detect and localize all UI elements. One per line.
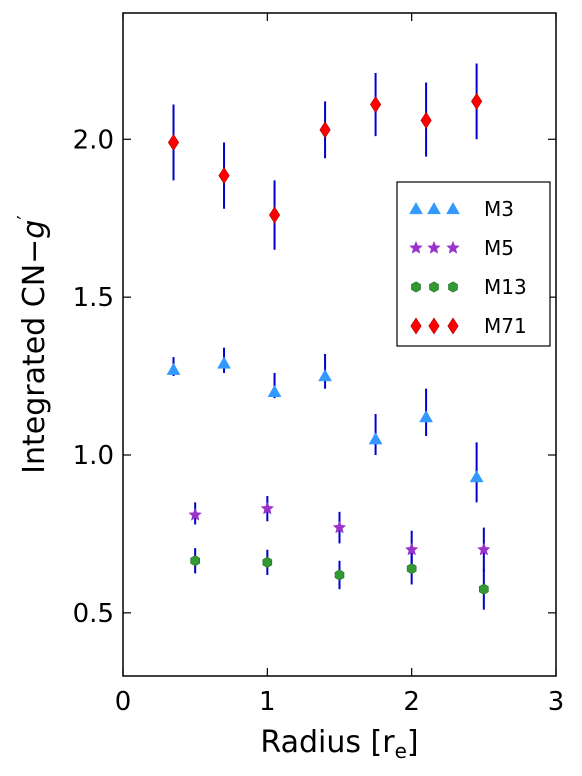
x-axis-label-subscript: e xyxy=(395,739,407,763)
data-point-m71 xyxy=(218,167,230,185)
legend-marker-m71 xyxy=(447,317,459,335)
data-point-m13 xyxy=(262,556,273,568)
legend-marker-m71 xyxy=(410,317,422,335)
legend-box xyxy=(396,181,551,347)
legend-marker-m5 xyxy=(427,240,441,254)
data-point-m3 xyxy=(267,384,282,397)
legend-marker-m71 xyxy=(428,317,440,335)
x-tick-label: 2 xyxy=(403,687,420,717)
legend-marker-m13 xyxy=(411,281,421,293)
ticks-layer: 0 1 2 3 0.5 1.0 1.5 2.0 xyxy=(73,13,565,717)
data-point-m5 xyxy=(188,507,202,521)
data-point-m13 xyxy=(190,555,200,567)
legend-label-m5: M5 xyxy=(484,236,514,260)
data-point-m3 xyxy=(469,470,484,483)
y-axis-label-main: Integrated CN− xyxy=(17,239,52,474)
data-point-m71 xyxy=(420,111,432,129)
x-axis-label-close: ] xyxy=(407,725,419,760)
legend-marker-m13 xyxy=(429,281,439,293)
x-tick-label: 3 xyxy=(548,687,565,717)
data-point-m5 xyxy=(260,501,275,515)
y-axis-label-variable: g xyxy=(17,220,52,239)
data-point-m3 xyxy=(318,369,332,382)
legend-marker-m5 xyxy=(446,240,460,254)
legend-marker-m13 xyxy=(448,281,458,293)
y-tick-label: 0.5 xyxy=(73,599,114,629)
data-point-m3 xyxy=(419,410,434,423)
plot-frame xyxy=(122,12,557,677)
data-point-m71 xyxy=(167,133,180,151)
data-point-m13 xyxy=(334,569,345,581)
legend-marker-m3 xyxy=(427,201,441,215)
data-point-m3 xyxy=(217,356,231,369)
legend-marker-m5 xyxy=(409,240,423,254)
data-point-m71 xyxy=(319,121,331,139)
x-axis-label-main: Radius [r xyxy=(260,725,395,760)
legend-label-m3: M3 xyxy=(484,197,514,221)
data-point-m5 xyxy=(332,520,347,534)
x-axis-label: Radius [re] xyxy=(260,725,418,763)
data-point-m3 xyxy=(368,432,383,445)
data-point-m3 xyxy=(166,362,181,375)
data-point-m13 xyxy=(479,583,489,595)
y-tick-label: 2.0 xyxy=(73,125,114,155)
legend-marker-m3 xyxy=(446,201,460,215)
data-point-m5 xyxy=(477,542,491,556)
data-point-m71 xyxy=(370,96,382,114)
x-tick-label: 1 xyxy=(259,687,276,717)
y-axis-label: Integrated CN−g′ xyxy=(13,215,52,474)
legend: M3 M5 M13 M71 xyxy=(396,181,551,347)
y-axis-label-prime: ′ xyxy=(13,215,37,220)
legend-label-m71: M71 xyxy=(484,314,527,338)
legend-marker-m3 xyxy=(409,201,423,215)
y-tick-label: 1.5 xyxy=(73,283,114,313)
data-point-m5 xyxy=(404,542,419,556)
y-tick-label: 1.0 xyxy=(73,441,114,471)
data-point-m71 xyxy=(471,92,483,110)
x-tick-label: 0 xyxy=(115,687,132,717)
legend-label-m13: M13 xyxy=(484,275,527,299)
data-point-m13 xyxy=(406,563,417,575)
markers-layer xyxy=(166,92,491,595)
data-point-m71 xyxy=(268,206,281,224)
